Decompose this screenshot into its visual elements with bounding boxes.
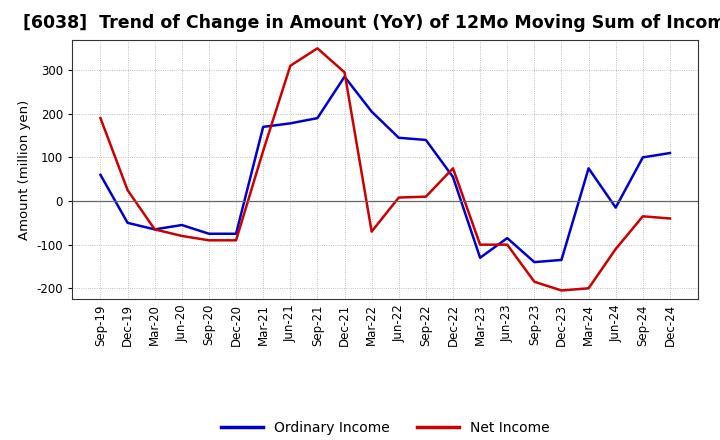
Ordinary Income xyxy=(286,121,294,126)
Ordinary Income xyxy=(259,124,268,129)
Ordinary Income xyxy=(557,257,566,263)
Ordinary Income xyxy=(584,166,593,171)
Ordinary Income xyxy=(503,235,511,241)
Ordinary Income xyxy=(178,222,186,227)
Net Income xyxy=(611,246,620,252)
Ordinary Income xyxy=(611,205,620,210)
Net Income xyxy=(150,227,159,232)
Net Income xyxy=(178,233,186,238)
Ordinary Income xyxy=(395,135,403,140)
Net Income xyxy=(259,148,268,154)
Net Income xyxy=(503,242,511,247)
Net Income xyxy=(123,187,132,193)
Line: Net Income: Net Income xyxy=(101,48,670,290)
Net Income xyxy=(449,166,457,171)
Net Income xyxy=(286,63,294,68)
Ordinary Income xyxy=(204,231,213,236)
Ordinary Income xyxy=(150,227,159,232)
Line: Ordinary Income: Ordinary Income xyxy=(101,77,670,262)
Net Income xyxy=(584,286,593,291)
Net Income xyxy=(557,288,566,293)
Y-axis label: Amount (million yen): Amount (million yen) xyxy=(18,99,31,239)
Ordinary Income xyxy=(123,220,132,225)
Ordinary Income xyxy=(313,115,322,121)
Ordinary Income xyxy=(421,137,430,143)
Net Income xyxy=(232,238,240,243)
Net Income xyxy=(476,242,485,247)
Ordinary Income xyxy=(232,231,240,236)
Net Income xyxy=(639,214,647,219)
Net Income xyxy=(395,195,403,200)
Net Income xyxy=(96,115,105,121)
Ordinary Income xyxy=(449,174,457,180)
Net Income xyxy=(665,216,674,221)
Net Income xyxy=(313,46,322,51)
Legend: Ordinary Income, Net Income: Ordinary Income, Net Income xyxy=(215,415,555,440)
Ordinary Income xyxy=(530,260,539,265)
Ordinary Income xyxy=(367,109,376,114)
Net Income xyxy=(204,238,213,243)
Title: [6038]  Trend of Change in Amount (YoY) of 12Mo Moving Sum of Incomes: [6038] Trend of Change in Amount (YoY) o… xyxy=(23,15,720,33)
Ordinary Income xyxy=(665,150,674,156)
Ordinary Income xyxy=(96,172,105,177)
Net Income xyxy=(367,229,376,234)
Net Income xyxy=(341,70,349,75)
Ordinary Income xyxy=(341,74,349,79)
Ordinary Income xyxy=(639,155,647,160)
Net Income xyxy=(530,279,539,284)
Ordinary Income xyxy=(476,255,485,260)
Net Income xyxy=(421,194,430,199)
